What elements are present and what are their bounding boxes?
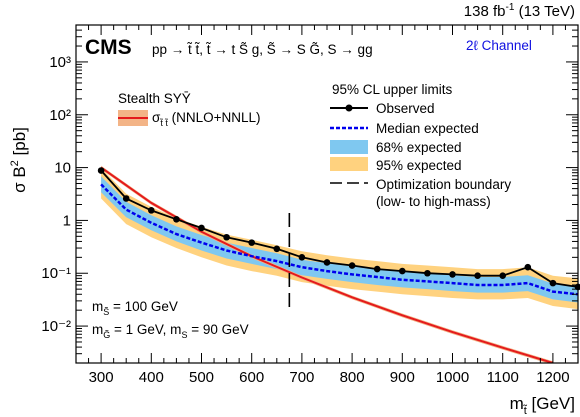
- observed-point: [273, 245, 281, 253]
- x-tick-label: 500: [189, 369, 214, 386]
- y-axis-title: σ B2 [pb]: [9, 127, 29, 193]
- x-tick-label: 300: [89, 369, 114, 386]
- observed-point: [474, 272, 481, 279]
- median-line: [100, 183, 579, 296]
- model-legend-title: Stealth SYȲ: [118, 91, 191, 106]
- process-label: pp → t̃ t̃, t̃ → t S̃ g, S̃ → S G̃, S → …: [152, 42, 373, 57]
- y-axis-ticks: 10⁻² 10⁻¹ 1 10 10² 10³: [41, 24, 578, 364]
- cms-logo-text: CMS: [85, 36, 132, 59]
- x-axis-ticks: 300 400 500 600 700 800 900 1000 1100 1200: [75, 25, 579, 386]
- y-tick-label: 10⁻²: [41, 318, 71, 335]
- luminosity-label: 138 fb-1 (13 TeV): [464, 2, 575, 20]
- observed-legend-label: Observed: [376, 101, 435, 116]
- observed-point: [549, 279, 557, 287]
- observed-point: [499, 272, 507, 279]
- x-tick-label: 400: [139, 369, 164, 386]
- observed-point: [248, 239, 255, 246]
- channel-label: 2ℓ Channel: [466, 38, 532, 53]
- observed-point: [524, 263, 532, 271]
- median-expected-curve: [100, 183, 579, 296]
- mass-note-1: mS̃ = 100 GeV: [92, 299, 178, 317]
- x-tick-label: 900: [390, 369, 415, 386]
- x-tick-label: 700: [289, 369, 314, 386]
- band68-area: [101, 176, 578, 303]
- limits-legend-title: 95% CL upper limits: [332, 82, 453, 97]
- observed-point: [399, 267, 406, 275]
- theory-legend-label: σt̃ t̃ (NNLO+NNLL): [152, 110, 261, 128]
- observed-line: [100, 169, 579, 288]
- y-tick-label: 10²: [49, 107, 71, 124]
- band95-legend-swatch: [330, 157, 368, 171]
- observed-curve: [97, 167, 580, 291]
- x-axis-title: mt̃ [GeV]: [510, 394, 575, 417]
- observed-point: [449, 271, 456, 278]
- y-tick-label: 10⁻¹: [41, 265, 71, 282]
- observed-point: [97, 167, 105, 174]
- boundary-legend-note: (low- to high-mass): [376, 194, 491, 209]
- y-tick-label: 1: [63, 212, 71, 229]
- mass-note-2: mG̃ = 1 GeV, mS = 90 GeV: [92, 322, 249, 340]
- observed-point: [223, 233, 230, 241]
- x-tick-label: 1000: [436, 369, 469, 386]
- x-tick-label: 1100: [487, 369, 519, 386]
- x-tick-label: 1200: [536, 369, 569, 386]
- observed-point: [348, 262, 356, 269]
- observed-point: [173, 215, 180, 223]
- boundary-legend-label: Optimization boundary: [376, 177, 511, 192]
- observed-point: [298, 254, 306, 261]
- observed-legend-entry: [330, 104, 368, 112]
- observed-point: [373, 265, 381, 273]
- observed-point: [122, 195, 130, 202]
- observed-point: [323, 259, 331, 266]
- band95-legend-label: 95% expected: [376, 158, 462, 173]
- observed-point: [198, 224, 205, 232]
- median-legend-label: Median expected: [376, 121, 479, 136]
- band68-legend-swatch: [330, 140, 368, 154]
- y-tick-label: 10: [54, 160, 71, 177]
- observed-point: [148, 207, 155, 214]
- x-tick-label: 600: [239, 369, 264, 386]
- observed-point: [424, 269, 431, 277]
- y-tick-label: 10³: [49, 54, 71, 71]
- x-tick-label: 800: [340, 369, 365, 386]
- band68-legend-label: 68% expected: [376, 140, 462, 155]
